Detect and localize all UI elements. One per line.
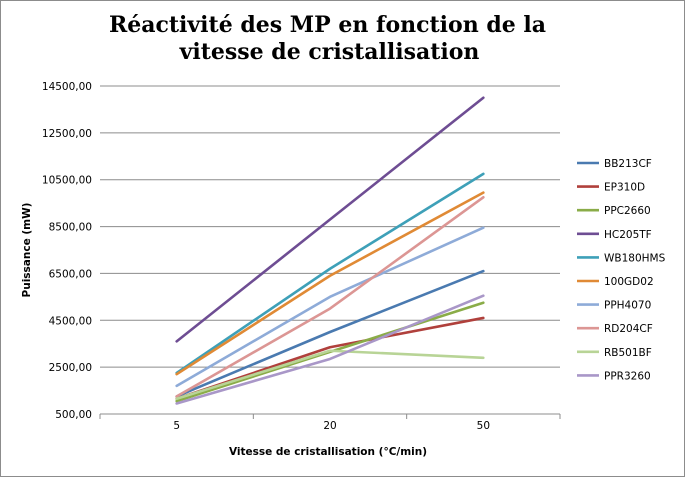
chart-title-line-2: vitesse de cristallisation: [179, 39, 480, 65]
legend-label: PPH4070: [604, 300, 651, 312]
legend-label: RD204CF: [604, 323, 653, 335]
legend-label: EP310D: [604, 182, 645, 194]
y-tick-label: 4500,00: [49, 315, 92, 327]
legend-label: 100GD02: [604, 276, 654, 288]
y-tick-labels: 500,00 2500,00 4500,00 6500,00 8500,00 10500,…: [42, 81, 92, 421]
x-tick-marks: [99, 414, 561, 419]
series-line-hc205tf: [175, 96, 485, 343]
x-tick-labels: 5 20 50: [173, 420, 490, 432]
series-line-bb213cf: [175, 269, 485, 398]
series-line-wb180hms: [175, 172, 485, 375]
gridlines: [100, 85, 560, 415]
series-line-rb501bf: [175, 349, 485, 401]
series-lines: [175, 96, 485, 405]
x-axis-label: Vitesse de cristallisation (°C/min): [229, 446, 427, 458]
legend: BB213CF EP310D PPC2660 HC205TF WB180HMS 100GD…: [577, 158, 666, 382]
y-tick-label: 8500,00: [49, 222, 92, 234]
y-tick-label: 10500,00: [42, 175, 92, 187]
chart-title-line-1: Réactivité des MP en fonction de la: [108, 12, 547, 38]
y-tick-label: 14500,00: [42, 81, 92, 93]
x-tick-label: 20: [323, 420, 336, 432]
y-tick-label: 6500,00: [49, 268, 92, 280]
y-tick-label: 500,00: [55, 409, 92, 421]
legend-label: HC205TF: [604, 229, 652, 241]
y-tick-label: 2500,00: [49, 362, 92, 374]
series-line-100gd02: [175, 191, 485, 376]
y-tick-label: 12500,00: [42, 128, 92, 140]
series-line-pph4070: [175, 226, 485, 388]
y-axis-label: Puissance (mW): [21, 203, 33, 298]
legend-label: PPC2660: [604, 205, 651, 217]
series-line-rd204cf: [175, 195, 485, 398]
legend-label: WB180HMS: [604, 252, 666, 264]
x-tick-label: 50: [477, 420, 490, 432]
chart-title: Réactivité des MP en fonction de la vite…: [0, 12, 685, 66]
series-line-ppr3260: [175, 294, 485, 405]
legend-label: PPR3260: [604, 370, 651, 382]
legend-label: BB213CF: [604, 158, 652, 170]
legend-label: RB501BF: [604, 347, 652, 359]
x-tick-label: 5: [173, 420, 180, 432]
